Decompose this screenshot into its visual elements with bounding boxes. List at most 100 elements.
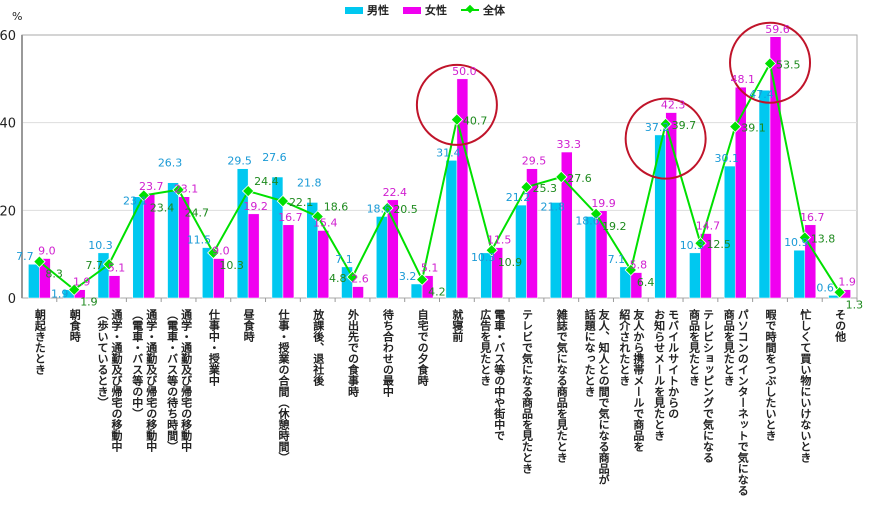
x-category-label: 朝起きたとき [33, 309, 47, 375]
marker-total [450, 113, 464, 126]
legend-swatch-total [461, 9, 479, 11]
bar-female [456, 78, 469, 299]
bar-male [167, 182, 179, 299]
data-label-male: 10.3 [471, 251, 496, 264]
x-category-label: 朝食時 [68, 309, 82, 342]
y-tick-label: 60 [0, 29, 16, 44]
bar-female [39, 258, 51, 299]
bar-female [282, 224, 295, 299]
data-label-female: 19.9 [591, 197, 616, 210]
bar-female [421, 275, 434, 299]
marker-total [172, 183, 185, 196]
data-label-female: 1.9 [838, 276, 856, 289]
x-category-label: 暇で時間をつぶしたいとき [764, 309, 778, 441]
data-label-male: 26.3 [158, 157, 183, 170]
data-label-male: 37.2 [645, 121, 670, 134]
marker-total [207, 246, 220, 260]
data-label-female: 50.0 [452, 65, 477, 78]
data-label-total: 4.2 [428, 286, 446, 299]
data-label-total: 1.9 [80, 296, 98, 309]
x-category-label: 自宅での夕食時 [416, 309, 430, 386]
legend: 男性 女性 全体 [345, 2, 505, 18]
bar-female [665, 112, 677, 299]
marker-total [763, 57, 777, 70]
bar-female [491, 247, 503, 299]
marker-total [415, 273, 429, 286]
data-label-male: 0.6 [816, 281, 834, 294]
x-category-label: 就寝前 [450, 309, 464, 342]
data-label-female: 19.2 [243, 200, 268, 213]
data-label-male: 10.3 [88, 239, 113, 252]
marker-total [33, 255, 46, 268]
x-category-label: 待ち合わせの最中 [381, 309, 395, 397]
highlight-circle [415, 63, 498, 146]
x-category-label: 雑誌で気になる商品を見たとき [555, 309, 569, 463]
marker-total [833, 286, 846, 299]
data-label-female: 9.0 [212, 245, 230, 258]
x-category-label: その他 [833, 309, 847, 342]
marker-total [589, 207, 603, 221]
data-label-total: 10.9 [498, 256, 523, 269]
bar-male [793, 249, 806, 299]
data-label-total: 22.1 [289, 196, 314, 209]
x-category-label: モバイルサイトからの お知らせメールを見たとき [652, 309, 680, 441]
data-label-female: 22.4 [383, 186, 408, 199]
data-label-male: 27.6 [262, 151, 287, 164]
data-label-female: 14.7 [696, 220, 721, 233]
data-label-female: 42.3 [661, 99, 686, 112]
legend-label-total: 全体 [483, 4, 505, 17]
data-label-male: 7.1 [608, 253, 626, 266]
data-label-total: 53.5 [776, 58, 801, 71]
data-label-total: 39.7 [672, 119, 697, 132]
data-label-total: 13.8 [811, 233, 836, 246]
marker-total [67, 283, 81, 296]
data-label-male: 18.6 [575, 214, 600, 227]
y-tick-label: 20 [0, 204, 16, 219]
bar-female [108, 275, 121, 299]
x-category-label: パソコンのインターネットで気になる 商品を見たとき [722, 309, 750, 496]
data-label-total: 12.5 [706, 238, 731, 251]
bar-female [178, 196, 190, 299]
bar-female [387, 199, 399, 299]
marker-total [102, 258, 116, 271]
bar-male [28, 263, 40, 299]
bar-female [561, 151, 573, 299]
data-label-total: 40.7 [463, 115, 488, 128]
bar-female [769, 36, 782, 299]
x-category-label: 忙しくて買い物にいけないとき [798, 309, 812, 463]
x-category-label: 友人、知人との間で気になる商品が 話題になったとき [583, 309, 611, 485]
data-label-female: 11.5 [487, 234, 512, 247]
data-label-female: 2.6 [351, 273, 369, 286]
data-label-total: 25.3 [532, 182, 557, 195]
data-label-total: 10.3 [219, 259, 244, 272]
bar-female [213, 258, 225, 299]
data-label-male: 3.2 [399, 270, 417, 283]
x-category-label: 通学・通勤及び帰宅の移動中 （歩いているとき） [95, 309, 123, 452]
data-label-male: 7.1 [335, 253, 353, 266]
x-category-label: 仕事中・授業中 [207, 309, 221, 386]
marker-total [381, 201, 394, 215]
y-tick-label: 0 [8, 292, 16, 307]
marker-total [694, 236, 707, 250]
data-label-female: 15.4 [313, 216, 338, 229]
bar-female [526, 168, 538, 299]
data-label-total: 7.7 [85, 259, 103, 272]
data-label-male: 47.4 [749, 88, 774, 101]
marker-total [798, 231, 812, 244]
marker-total [276, 194, 290, 208]
bar-female [804, 224, 817, 299]
data-label-female: 5.1 [421, 262, 439, 275]
data-label-total: 8.3 [45, 268, 63, 281]
x-category-label: 仕事・授業の合間（休憩時間） [276, 309, 290, 463]
marker-total [555, 170, 568, 184]
y-axis-unit: % [12, 10, 22, 23]
highlight-circle [729, 21, 812, 104]
x-category-label: 昼食時 [242, 309, 256, 342]
x-category-label: テレビショッピングで気になる 商品を見たとき [687, 309, 715, 463]
data-label-total: 39.1 [741, 122, 766, 135]
bar-female [700, 233, 712, 299]
bar-female [247, 213, 260, 299]
bar-male [723, 165, 736, 299]
data-label-male: 21.2 [506, 191, 531, 204]
bar-female [317, 230, 329, 299]
